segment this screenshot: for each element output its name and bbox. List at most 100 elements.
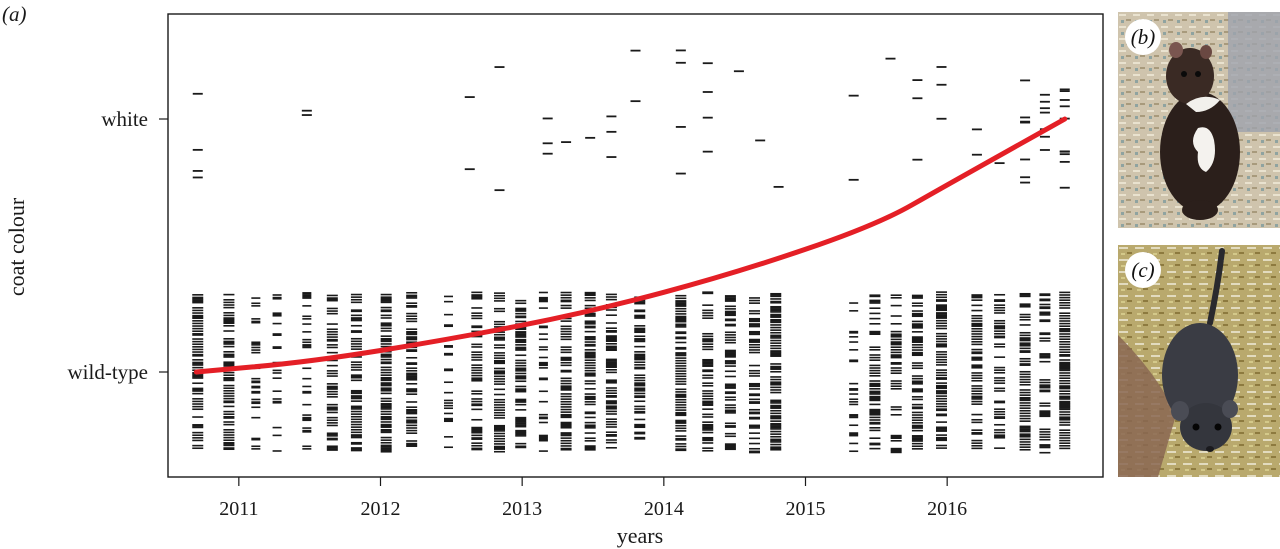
wild-type-mark (702, 374, 714, 377)
wild-type-mark (494, 294, 505, 297)
wild-type-mark (911, 419, 923, 422)
wild-type-mark (605, 361, 617, 364)
wild-type-mark (1059, 304, 1071, 307)
wild-type-mark (936, 338, 947, 340)
wild-type-mark (494, 292, 505, 294)
wild-type-mark (302, 305, 312, 307)
wild-type-mark (936, 374, 947, 377)
wild-type-mark (1019, 433, 1031, 437)
wild-type-mark (994, 306, 1006, 309)
wild-type-mark (770, 430, 782, 433)
wild-type-mark (702, 447, 714, 449)
wild-type-mark (936, 392, 947, 395)
wild-type-sample-column (223, 293, 235, 451)
wild-type-mark (702, 403, 714, 406)
wild-type-sample-column (471, 291, 483, 451)
wild-type-mark (605, 423, 617, 426)
wild-type-mark (223, 431, 235, 434)
wild-type-mark (406, 302, 418, 304)
wild-type-mark (936, 371, 947, 374)
wild-type-mark (749, 408, 760, 411)
wild-type-mark (471, 314, 483, 317)
wild-type-mark (869, 421, 881, 425)
white-mark (755, 139, 766, 142)
wild-type-mark (192, 296, 204, 300)
wild-type-mark (380, 296, 392, 300)
wild-type-mark (560, 385, 572, 389)
wild-type-mark (223, 361, 235, 365)
wild-type-mark (406, 333, 418, 336)
wild-type-mark (326, 409, 338, 411)
wild-type-mark (1019, 443, 1031, 446)
wild-type-mark (702, 392, 714, 395)
white-mark (1020, 79, 1031, 82)
wild-type-mark (675, 341, 687, 344)
wild-type-mark (911, 351, 923, 355)
wild-type-mark (223, 301, 235, 304)
wild-type-mark (444, 417, 453, 421)
wild-type-mark (605, 405, 617, 409)
wild-type-mark (326, 383, 338, 385)
wild-type-mark (1059, 301, 1071, 304)
wild-type-mark (515, 445, 527, 449)
wild-type-mark (1019, 373, 1031, 376)
wild-type-mark (849, 302, 859, 304)
wild-type-mark (936, 319, 947, 322)
wild-type-mark (380, 397, 392, 400)
wild-type-mark (406, 369, 418, 372)
wild-type-mark (724, 365, 736, 367)
wild-type-mark (702, 449, 714, 452)
wild-type-mark (869, 369, 881, 372)
wild-type-mark (444, 368, 453, 372)
white-mark (994, 162, 1005, 165)
wild-type-mark (1039, 303, 1051, 306)
wild-type-mark (724, 318, 736, 322)
wild-type-mark (406, 320, 418, 323)
wild-type-mark (911, 310, 923, 312)
wild-type-mark (911, 435, 923, 438)
wild-type-mark (634, 351, 646, 353)
wild-type-mark (406, 432, 418, 434)
wild-type-mark (494, 300, 505, 302)
wild-type-mark (634, 361, 646, 364)
white-mark (1020, 116, 1031, 119)
wild-type-mark (251, 398, 261, 401)
wild-type-mark (724, 362, 736, 365)
wild-type-mark (380, 408, 392, 410)
wild-type-mark (302, 377, 312, 380)
wild-type-mark (1059, 416, 1071, 420)
white-sample-column (885, 57, 896, 60)
panel-b-label: (b) (1125, 19, 1161, 55)
wild-type-mark (560, 434, 572, 437)
wild-type-mark (223, 374, 235, 377)
wild-type-mark (326, 297, 338, 301)
wild-type-mark (890, 369, 902, 372)
wild-type-mark (223, 387, 235, 390)
wild-type-mark (1039, 340, 1051, 342)
wild-type-mark (471, 434, 483, 437)
wild-type-mark (380, 421, 392, 423)
wild-type-mark (702, 361, 714, 365)
wild-type-mark (994, 330, 1006, 332)
wild-type-mark (380, 356, 392, 358)
wild-type-mark (471, 374, 483, 377)
wild-type-mark (494, 401, 505, 404)
wild-type-mark (538, 325, 548, 329)
wild-type-mark (192, 330, 204, 333)
wild-type-mark (1039, 405, 1051, 407)
wild-type-mark (634, 377, 646, 379)
wild-type-mark (724, 352, 736, 356)
wild-type-mark (911, 411, 923, 414)
wild-type-mark (605, 309, 617, 311)
wild-type-mark (223, 343, 235, 345)
wild-type-mark (406, 390, 418, 393)
wild-type-mark (350, 369, 362, 371)
wild-type-mark (634, 384, 646, 387)
wild-type-mark (515, 375, 527, 379)
wild-type-mark (584, 447, 596, 451)
wild-type-mark (444, 407, 453, 410)
wild-type-mark (702, 421, 714, 423)
wild-type-sample-column (911, 294, 923, 450)
wild-type-mark (971, 398, 983, 400)
white-mark (606, 130, 617, 133)
